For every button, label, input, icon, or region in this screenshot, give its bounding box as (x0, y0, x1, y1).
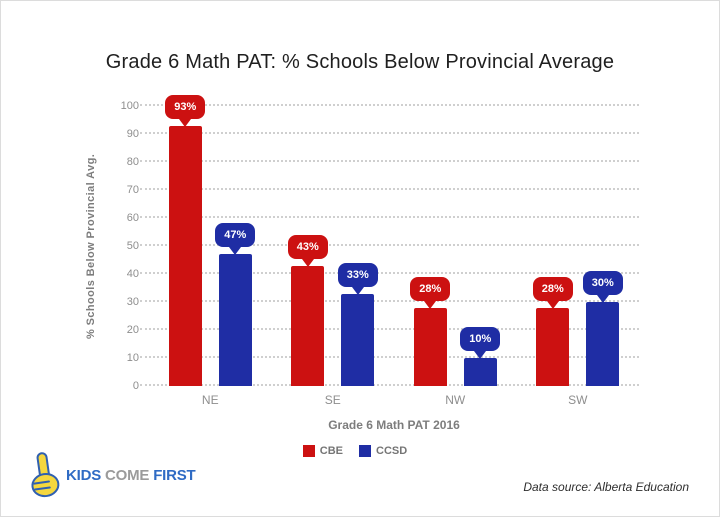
gridline-10 (140, 356, 639, 358)
gridline-20 (140, 328, 639, 330)
bar-ccsd-nw: 10% (460, 327, 501, 386)
y-tick-label-0: 0 (132, 380, 139, 392)
bar-ccsd-se: 33% (337, 262, 378, 386)
y-tick-label-50: 50 (126, 240, 139, 252)
gridline-100 (140, 104, 639, 106)
gridline-30 (140, 300, 639, 302)
bar-group-ne: 93% 47% (165, 94, 256, 386)
y-tick-label-30: 30 (126, 296, 139, 308)
gridline-80 (140, 160, 639, 162)
y-axis-tick-labels: 0 10 20 30 40 50 60 70 80 90 100 (101, 100, 139, 392)
bar-ccsd-sw: 30% (582, 271, 623, 386)
bar-group-nw: 28% 10% (410, 106, 501, 386)
x-axis-category-labels: NE SE NW SW (149, 393, 639, 407)
legend-swatch-cbe (302, 445, 315, 457)
gridline-70 (140, 188, 639, 190)
logo-wordmark: KIDS COME FIRST (66, 467, 196, 484)
legend-item-cbe: CBE (302, 445, 344, 457)
pointing-hand-icon (31, 452, 60, 498)
kids-come-first-logo: KIDS COME FIRST (27, 451, 196, 499)
y-tick-label-90: 90 (126, 128, 139, 140)
y-tick-label-60: 60 (126, 212, 139, 224)
chart-title: Grade 6 Math PAT: % Schools Below Provin… (105, 51, 615, 73)
data-label-ccsd-se: 33% (337, 262, 378, 287)
x-category-se: SE (324, 393, 341, 407)
x-category-sw: SW (568, 393, 588, 407)
bar-cbe-nw: 28% (410, 276, 451, 386)
y-tick-label-40: 40 (126, 268, 139, 280)
x-category-nw: NW (445, 393, 466, 407)
gridline-0 (140, 384, 639, 386)
logo-word-kids: KIDS (66, 466, 102, 484)
data-label-cbe-nw: 28% (410, 276, 451, 301)
gridline-40 (140, 272, 639, 274)
bar-cbe-se: 43% (287, 234, 328, 386)
bar-cbe-ne: 93% (165, 94, 206, 386)
logo-word-first: FIRST (153, 466, 196, 484)
legend-label-ccsd: CCSD (376, 445, 408, 457)
legend-label-cbe: CBE (319, 445, 344, 457)
gridline-60 (140, 216, 639, 218)
bar-groups: 93% 47% 43% 33% 28% 10% 28% 30% (149, 94, 639, 386)
y-tick-label-10: 10 (126, 352, 139, 364)
logo-word-come: COME (105, 466, 150, 484)
y-tick-label-80: 80 (126, 156, 139, 168)
bar-group-sw: 28% 30% (532, 106, 623, 386)
data-label-cbe-se: 43% (287, 234, 328, 259)
bar-cbe-sw: 28% (532, 276, 573, 386)
gridline-90 (140, 132, 639, 134)
y-tick-label-70: 70 (126, 184, 139, 196)
data-label-ccsd-ne: 47% (215, 223, 256, 248)
data-label-ccsd-sw: 30% (582, 271, 623, 295)
bar-group-se: 43% 33% (287, 106, 378, 386)
data-source-note: Data source: Alberta Education (523, 480, 689, 494)
data-label-cbe-sw: 28% (532, 276, 573, 301)
x-axis-title: Grade 6 Math PAT 2016 (328, 418, 460, 432)
data-label-cbe-ne: 93% (165, 94, 206, 119)
data-label-ccsd-nw: 10% (460, 327, 501, 351)
gridline-50 (140, 244, 639, 246)
bar-ccsd-ne: 47% (215, 223, 256, 386)
y-tick-label-100: 100 (120, 100, 139, 112)
x-category-ne: NE (201, 393, 219, 407)
legend-item-ccsd: CCSD (359, 445, 407, 457)
plot-area: 93% 47% 43% 33% 28% 10% 28% 30% (140, 94, 639, 386)
y-tick-label-20: 20 (126, 324, 139, 336)
y-axis-title: % Schools Below Provincial Avg. (85, 153, 97, 339)
chart-legend: CBE CCSD (1, 445, 709, 457)
legend-swatch-ccsd (359, 445, 372, 457)
